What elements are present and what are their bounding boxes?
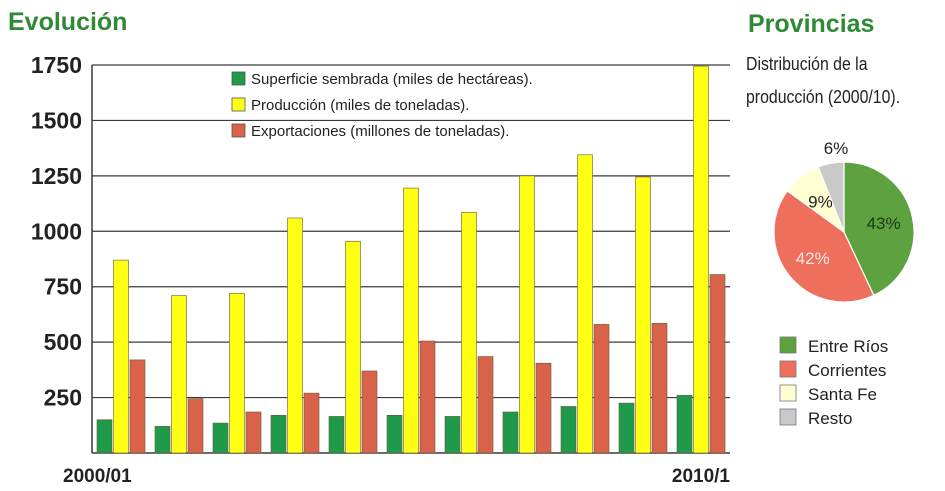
bar-yellow xyxy=(287,217,303,454)
pie-label-santa-fe: 9% xyxy=(808,193,833,212)
bar-orange xyxy=(187,398,204,454)
pie-label-corrientes: 42% xyxy=(796,249,830,268)
y-tick-label: 250 xyxy=(44,385,82,411)
pie-label-entre-rios: 43% xyxy=(867,214,901,233)
bar-green xyxy=(444,416,461,454)
pie-legend-label: Santa Fe xyxy=(808,385,877,404)
y-tick-label: 1000 xyxy=(31,218,82,244)
bar-yellow xyxy=(229,293,245,454)
pie-legend-label: Corrientes xyxy=(808,361,886,380)
y-tick-label: 1500 xyxy=(31,107,82,133)
bar-green xyxy=(328,416,345,454)
legend-swatch xyxy=(231,123,246,138)
x-tick-label: 2000/01 xyxy=(63,466,132,487)
bar-yellow xyxy=(519,175,535,454)
bar-yellow xyxy=(171,295,187,454)
bar-orange xyxy=(361,370,378,454)
y-tick-label: 1250 xyxy=(31,163,82,189)
bar-orange xyxy=(593,324,610,454)
y-tick-label: 750 xyxy=(44,274,82,300)
pie-legend-swatch xyxy=(779,384,797,402)
bar-green xyxy=(502,411,519,454)
pie-legend-swatch xyxy=(779,336,797,354)
bar-orange xyxy=(245,411,262,454)
pie-slice-entre-rios xyxy=(843,161,915,297)
bar-yellow xyxy=(113,259,129,454)
y-tick-label: 1750 xyxy=(31,52,82,78)
bar-yellow xyxy=(345,240,361,454)
legend-swatch xyxy=(231,71,246,86)
bar-green xyxy=(676,395,693,454)
bar-yellow xyxy=(693,65,709,454)
legend-label: Producción (miles de toneladas). xyxy=(251,97,469,114)
bar-orange xyxy=(477,356,494,454)
legend-swatch xyxy=(231,97,246,112)
bar-yellow xyxy=(403,187,419,454)
pie-legend-label: Entre Ríos xyxy=(808,337,888,356)
y-tick-label: 500 xyxy=(44,329,82,355)
chart-title: Evolución xyxy=(8,8,128,36)
bar-green xyxy=(212,422,229,454)
pie-slice-corrientes xyxy=(773,190,875,303)
bar-yellow xyxy=(635,176,651,454)
bar-orange xyxy=(651,322,668,454)
x-tick-label: 2010/1 xyxy=(672,466,731,487)
bar-green xyxy=(270,415,287,454)
legend-label: Exportaciones (millones de toneladas). xyxy=(251,123,509,140)
pie-label-resto: 6% xyxy=(824,139,849,158)
pie-legend-swatch xyxy=(779,360,797,378)
pie-subtitle: Distribución de la producción (2000/10). xyxy=(746,54,901,107)
bar-green xyxy=(560,406,577,454)
pie-slice-resto xyxy=(817,161,845,233)
bar-green xyxy=(154,426,171,454)
pie-legend-label: Resto xyxy=(808,409,852,428)
bar-green xyxy=(618,402,635,454)
bar-orange xyxy=(535,362,552,454)
bar-yellow xyxy=(461,212,477,454)
bar-green xyxy=(96,419,113,454)
pie-legend-swatch xyxy=(779,408,797,426)
bar-orange xyxy=(419,340,436,454)
bar-orange xyxy=(129,359,146,454)
bar-orange xyxy=(303,392,320,454)
pie-title: Provincias xyxy=(748,10,875,38)
legend-label: Superficie sembrada (miles de hectáreas)… xyxy=(251,71,533,88)
bar-orange xyxy=(709,274,726,454)
bar-green xyxy=(386,415,403,454)
bar-yellow xyxy=(577,154,593,454)
